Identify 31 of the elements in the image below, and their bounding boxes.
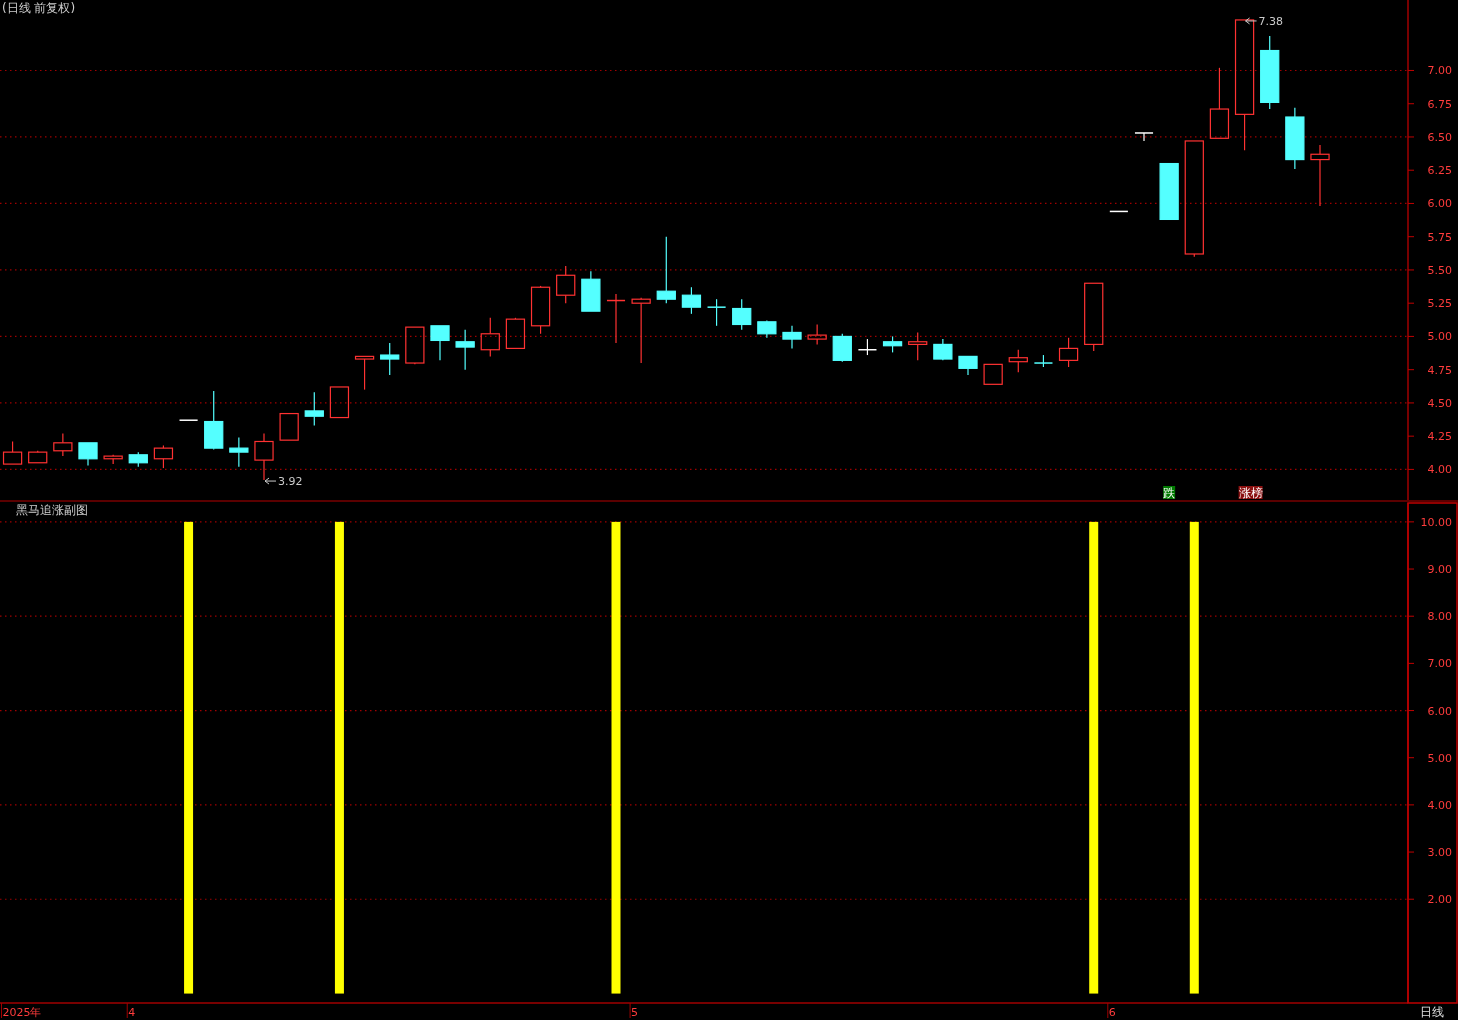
x-tick-label: 6	[1108, 1006, 1116, 1019]
text: 日线	[1420, 1005, 1444, 1019]
y-tick-label: 6.50	[1427, 130, 1452, 144]
annotation: 3.92	[278, 475, 303, 489]
y-tick-label: 5.00	[1427, 751, 1452, 765]
y-tick-label: 4.75	[1427, 363, 1452, 377]
chart-title: (日线 前复权)	[2, 1, 76, 15]
y-tick-label: 7.00	[1427, 657, 1452, 671]
y-tick-label: 3.00	[1427, 846, 1452, 860]
y-tick-label: 7.00	[1427, 64, 1452, 78]
y-tick-label: 6.00	[1427, 197, 1452, 211]
y-tick-label: 10.00	[1420, 515, 1452, 529]
y-tick-label: 8.00	[1427, 610, 1452, 624]
y-tick-label: 6.75	[1427, 97, 1452, 111]
y-tick-label: 5.75	[1427, 230, 1452, 244]
x-tick-label: 4	[128, 1006, 136, 1019]
x-tick-label: 5	[631, 1006, 639, 1019]
chart-title: 黑马追涨副图	[16, 503, 88, 517]
y-tick-label: 2.00	[1427, 893, 1452, 907]
y-tick-label: 4.50	[1427, 396, 1452, 410]
y-tick-label: 4.00	[1427, 798, 1452, 812]
y-tick-label: 5.50	[1427, 263, 1452, 277]
y-tick-label: 6.00	[1427, 704, 1452, 718]
y-tick-label: 9.00	[1427, 563, 1452, 577]
y-tick-label: 5.00	[1427, 330, 1452, 344]
x-tick-label: 2025年	[2, 1006, 42, 1019]
y-tick-label: 4.25	[1427, 430, 1452, 444]
annotation: 7.38	[1258, 14, 1284, 28]
y-tick-label: 5.25	[1427, 297, 1452, 311]
y-tick-label: 6.25	[1427, 164, 1452, 178]
y-tick-label: 4.00	[1427, 463, 1452, 477]
